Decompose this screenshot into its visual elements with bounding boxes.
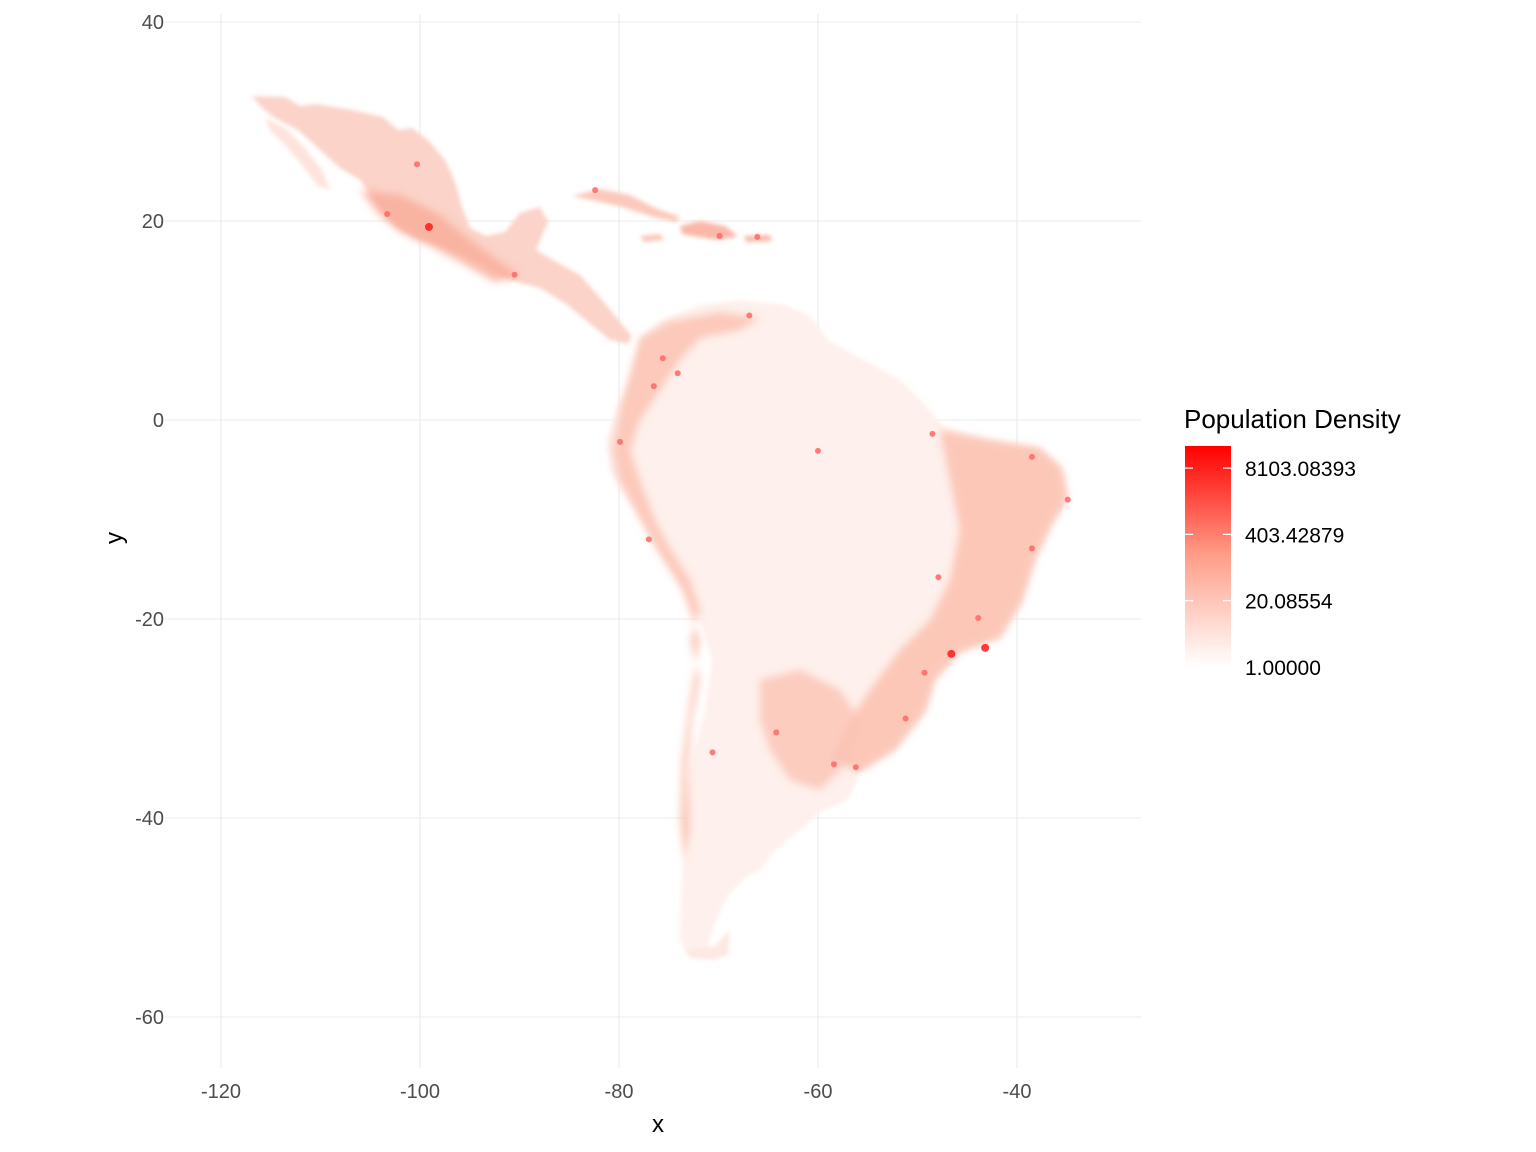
density-hotspot [650, 383, 657, 390]
land-cuba [572, 189, 680, 222]
y-axis-title: y [101, 532, 128, 544]
density-hotspot [981, 643, 990, 652]
density-hotspot [852, 764, 859, 771]
density-hotspot [947, 649, 956, 658]
land-density-layer [252, 96, 1068, 960]
density-hotspot [1028, 545, 1035, 552]
density-hotspot [424, 222, 433, 231]
x-tick-label: -100 [400, 1081, 440, 1103]
legend-title: Population Density [1184, 404, 1401, 434]
density-hotspot [674, 370, 681, 377]
legend-ticks: 8103.08393 403.42879 20.08554 1.00000 [1185, 458, 1356, 680]
legend-tick-label: 403.42879 [1245, 524, 1344, 547]
legend-tick-label: 20.08554 [1245, 591, 1333, 614]
x-tick-label: -80 [605, 1081, 634, 1103]
density-hotspot [592, 187, 599, 194]
y-tick-label: 40 [142, 12, 164, 34]
density-hotspot [645, 536, 652, 543]
legend: Population Density 8103.08393 403.42879 20… [1184, 404, 1401, 680]
density-hotspot [511, 271, 518, 278]
density-hotspot [414, 161, 421, 168]
y-tick-label: -20 [135, 609, 164, 631]
density-hotspot [1064, 496, 1071, 503]
dense-regions [360, 190, 1068, 860]
region-andes [612, 312, 760, 860]
legend-tick-label: 8103.08393 [1245, 458, 1356, 481]
y-axis-ticks: 40 20 0 -20 -40 -60 [135, 12, 164, 1029]
density-hotspot [746, 312, 753, 319]
x-axis-title: x [652, 1111, 664, 1138]
y-tick-label: 0 [153, 410, 164, 432]
region-central-mexico [360, 190, 520, 282]
land-hispaniola [680, 221, 738, 240]
legend-tick-label: 1.00000 [1245, 657, 1321, 680]
x-tick-label: -40 [1003, 1081, 1032, 1103]
density-hotspot [902, 715, 909, 722]
density-hotspot [929, 430, 936, 437]
density-hotspot [975, 615, 982, 622]
y-tick-label: -40 [135, 808, 164, 830]
y-tick-label: 20 [142, 211, 164, 233]
density-hotspot [659, 355, 666, 362]
density-hotspot [921, 669, 928, 676]
region-brazil-east-coast [830, 430, 1068, 772]
density-hotspot [709, 749, 716, 756]
density-hotspot [616, 438, 623, 445]
y-tick-label: -60 [135, 1007, 164, 1029]
land-tierra-del-fuego [684, 930, 730, 960]
region-rio-de-la-plata [760, 670, 860, 790]
land-jamaica [640, 234, 664, 242]
density-hotspot [716, 232, 723, 239]
land-baja-california [265, 118, 330, 190]
x-tick-label: -60 [804, 1081, 833, 1103]
x-tick-label: -120 [201, 1081, 241, 1103]
x-axis-ticks: -120 -100 -80 -60 -40 [201, 1081, 1031, 1103]
density-hotspot [935, 574, 942, 581]
hotspot-layer [384, 161, 1071, 771]
density-hotspot [773, 729, 780, 736]
density-hotspot [754, 233, 761, 240]
density-hotspot [815, 447, 821, 454]
density-hotspot [1028, 453, 1035, 460]
density-hotspot [830, 761, 837, 768]
legend-colorbar [1185, 446, 1231, 667]
density-hotspot [384, 211, 391, 218]
